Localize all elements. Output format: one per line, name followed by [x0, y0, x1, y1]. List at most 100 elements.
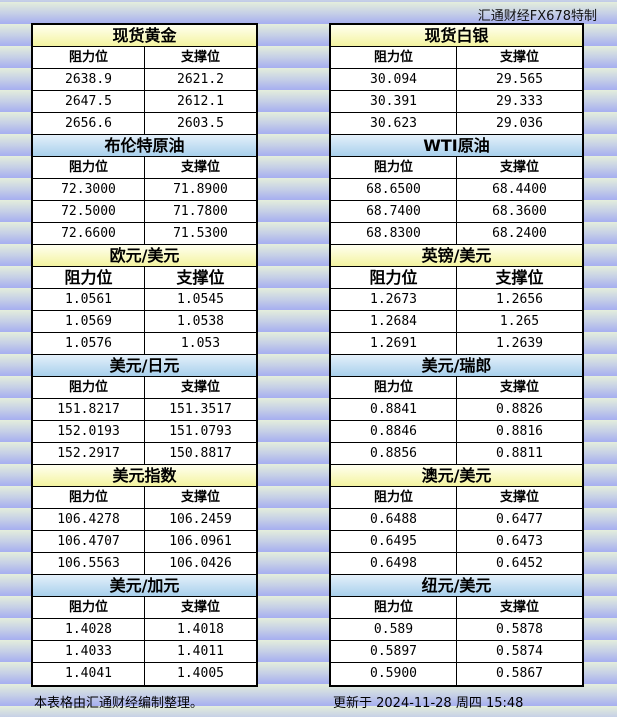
resistance-value: 30.094	[331, 69, 457, 90]
support-header: 支撑位	[176, 268, 225, 287]
table-row: 68.8300 68.2400	[331, 223, 582, 245]
support-value: 1.2639	[496, 336, 543, 351]
resistance-value: 0.589	[331, 619, 457, 640]
resistance-value: 106.4278	[33, 509, 145, 530]
brand-label: 汇通财经FX678特制	[477, 9, 597, 24]
table-row: 1.4033 1.4011	[33, 641, 256, 663]
table-row: 1.0561 1.0545	[33, 289, 256, 311]
table-row: 0.5897 0.5874	[331, 641, 582, 663]
resistance-header: 阻力位	[33, 157, 145, 178]
column-header: 阻力位 支撑位	[331, 47, 582, 69]
resistance-value: 72.6600	[33, 223, 145, 244]
support-value: 2603.5	[177, 116, 224, 131]
column-header: 阻力位 支撑位	[33, 597, 256, 619]
column-header: 阻力位 支撑位	[33, 267, 256, 289]
resistance-value: 30.391	[331, 91, 457, 112]
support-value: 2621.2	[177, 72, 224, 87]
instrument-section: 现货黄金 阻力位 支撑位 2638.9 2621.2 2647.5 2612.1 2656.6…	[33, 25, 256, 135]
support-value: 1.265	[499, 314, 540, 329]
support-value: 0.5878	[496, 622, 543, 637]
section-title: 美元/瑞郎	[331, 355, 582, 377]
support-value: 2612.1	[177, 94, 224, 109]
right-table: 现货白银 阻力位 支撑位 30.094 29.565 30.391 29.333 30.623…	[329, 23, 584, 687]
support-value: 0.6477	[496, 512, 543, 527]
section-title: 美元/日元	[33, 355, 256, 377]
support-value: 71.8900	[173, 182, 228, 197]
support-value: 150.8817	[169, 446, 232, 461]
resistance-header: 阻力位	[33, 267, 145, 288]
instrument-section: WTI原油 阻力位 支撑位 68.6500 68.4400 68.7400 68.3600 6…	[331, 135, 582, 245]
resistance-header: 阻力位	[331, 377, 457, 398]
resistance-value: 152.2917	[33, 443, 145, 464]
table-row: 0.8856 0.8811	[331, 443, 582, 465]
support-value: 0.5874	[496, 644, 543, 659]
section-title: 纽元/美元	[331, 575, 582, 597]
section-title: 现货黄金	[33, 25, 256, 47]
instrument-section: 美元指数 阻力位 支撑位 106.4278 106.2459 106.4707 106.09…	[33, 465, 256, 575]
support-value: 106.2459	[169, 512, 232, 527]
column-header: 阻力位 支撑位	[331, 597, 582, 619]
table-row: 30.623 29.036	[331, 113, 582, 135]
table-row: 68.7400 68.3600	[331, 201, 582, 223]
support-value: 1.4011	[177, 644, 224, 659]
resistance-value: 1.2673	[331, 289, 457, 310]
support-value: 106.0426	[169, 556, 232, 571]
resistance-value: 0.8856	[331, 443, 457, 464]
resistance-header: 阻力位	[331, 47, 457, 68]
support-value: 29.036	[496, 116, 543, 131]
resistance-value: 1.2684	[331, 311, 457, 332]
table-row: 152.0193 151.0793	[33, 421, 256, 443]
table-row: 72.5000 71.7800	[33, 201, 256, 223]
table-row: 30.391 29.333	[331, 91, 582, 113]
column-header: 阻力位 支撑位	[33, 377, 256, 399]
support-value: 68.4400	[492, 182, 547, 197]
support-value: 71.5300	[173, 226, 228, 241]
table-row: 151.8217 151.3517	[33, 399, 256, 421]
resistance-value: 1.2691	[331, 333, 457, 354]
support-value: 1.0538	[177, 314, 224, 329]
instrument-section: 美元/加元 阻力位 支撑位 1.4028 1.4018 1.4033 1.4011 1.404…	[33, 575, 256, 685]
table-row: 68.6500 68.4400	[331, 179, 582, 201]
resistance-header: 阻力位	[331, 267, 457, 288]
support-header: 支撑位	[180, 50, 220, 65]
instrument-section: 美元/日元 阻力位 支撑位 151.8217 151.3517 152.0193 151.0…	[33, 355, 256, 465]
section-title: 现货白银	[331, 25, 582, 47]
resistance-value: 0.6495	[331, 531, 457, 552]
support-value: 68.3600	[492, 204, 547, 219]
support-value: 71.7800	[173, 204, 228, 219]
instrument-section: 现货白银 阻力位 支撑位 30.094 29.565 30.391 29.333 30.623…	[331, 25, 582, 135]
resistance-header: 阻力位	[331, 487, 457, 508]
table-row: 1.0569 1.0538	[33, 311, 256, 333]
section-title: 欧元/美元	[33, 245, 256, 267]
section-title: WTI原油	[331, 135, 582, 157]
left-table: 现货黄金 阻力位 支撑位 2638.9 2621.2 2647.5 2612.1 2656.6…	[31, 23, 258, 687]
resistance-value: 106.5563	[33, 553, 145, 574]
support-value: 29.333	[496, 94, 543, 109]
support-header: 支撑位	[180, 160, 220, 175]
support-value: 1.0545	[177, 292, 224, 307]
support-value: 0.6473	[496, 534, 543, 549]
table-row: 0.5900 0.5867	[331, 663, 582, 685]
column-header: 阻力位 支撑位	[33, 487, 256, 509]
column-header: 阻力位 支撑位	[331, 267, 582, 289]
support-value: 0.8811	[496, 446, 543, 461]
support-header: 支撑位	[180, 490, 220, 505]
support-value: 29.565	[496, 72, 543, 87]
support-value: 0.8826	[496, 402, 543, 417]
resistance-value: 0.8846	[331, 421, 457, 442]
column-header: 阻力位 支撑位	[33, 157, 256, 179]
table-row: 0.6498 0.6452	[331, 553, 582, 575]
table-row: 0.8841 0.8826	[331, 399, 582, 421]
table-row: 1.0576 1.053	[33, 333, 256, 355]
support-value: 106.0961	[169, 534, 232, 549]
support-value: 1.2656	[496, 292, 543, 307]
resistance-value: 0.5900	[331, 663, 457, 685]
instrument-section: 美元/瑞郎 阻力位 支撑位 0.8841 0.8826 0.8846 0.8816 0.885…	[331, 355, 582, 465]
table-row: 0.8846 0.8816	[331, 421, 582, 443]
column-header: 阻力位 支撑位	[33, 47, 256, 69]
support-value: 68.2400	[492, 226, 547, 241]
support-header: 支撑位	[180, 380, 220, 395]
support-value: 1.053	[180, 336, 221, 351]
support-header: 支撑位	[495, 268, 544, 287]
table-row: 1.4028 1.4018	[33, 619, 256, 641]
